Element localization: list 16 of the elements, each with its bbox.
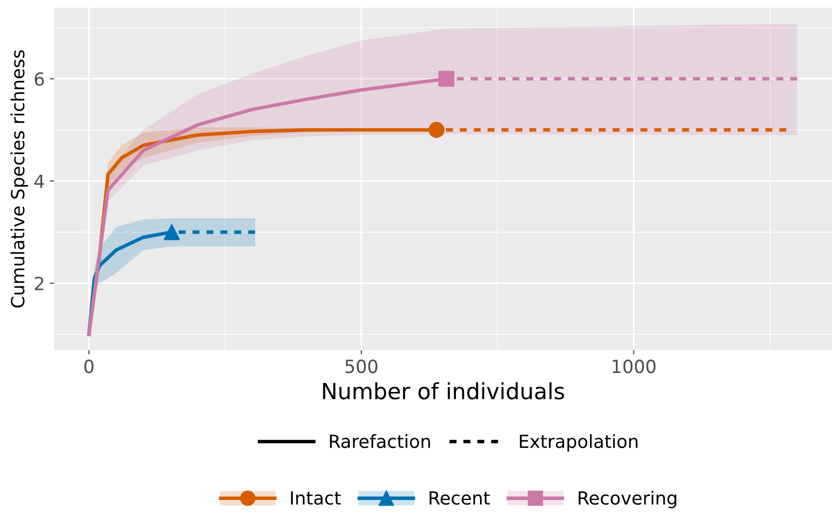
- y-tick-label: 6: [34, 72, 44, 86]
- y-tick-label: 2: [34, 276, 44, 290]
- text: Rarefaction: [330, 434, 430, 448]
- legend-label: Recent: [430, 491, 490, 505]
- x-tick-label: 500: [345, 360, 378, 374]
- legend-label: Intact: [291, 491, 341, 505]
- point: [164, 224, 180, 240]
- legend-label: Recovering: [578, 490, 676, 508]
- y-tick-label: 4: [34, 174, 44, 188]
- point: [438, 70, 454, 87]
- text: Extrapolation: [520, 434, 638, 452]
- x-tick-label: 0: [84, 360, 94, 374]
- x-axis-title: Number of individuals: [323, 382, 564, 400]
- y-axis-title: Cumulative Species richness: [10, 50, 28, 308]
- point: [428, 122, 444, 138]
- x-tick-label: 1000: [612, 360, 656, 374]
